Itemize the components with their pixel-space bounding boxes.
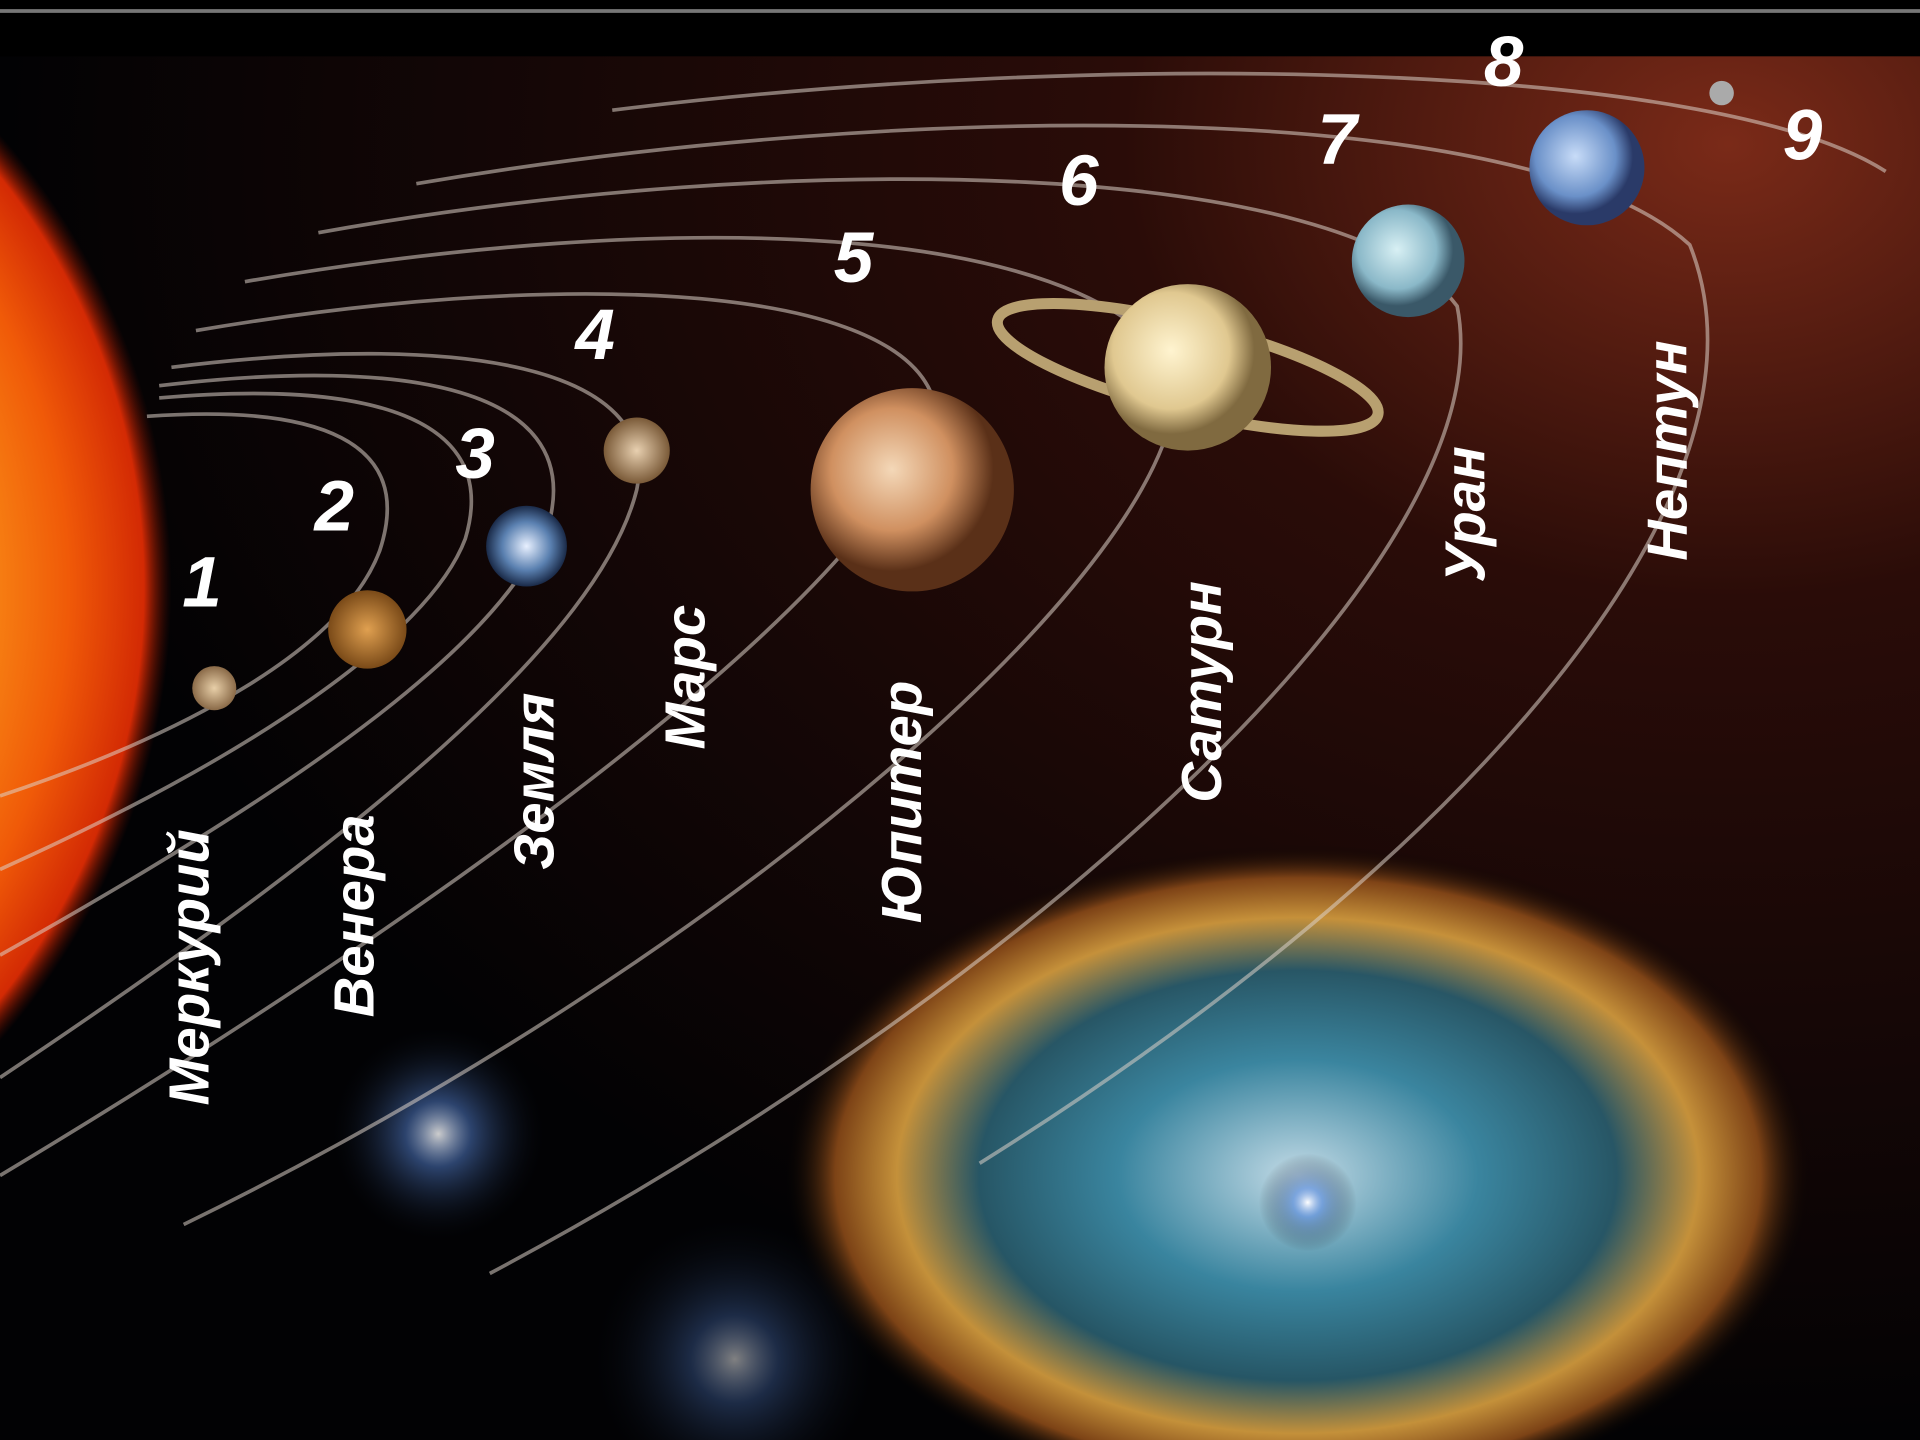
planet-number: 3 [455, 415, 495, 494]
mercury [192, 666, 236, 710]
uranus [1352, 204, 1465, 317]
earth [486, 506, 567, 587]
planet-name: Венера [323, 814, 386, 1017]
planet-number: 8 [1484, 23, 1524, 102]
planet-name: Юпитер [870, 681, 933, 924]
saturn [1104, 284, 1271, 451]
planet-number: 9 [1783, 97, 1823, 176]
planet-number: 7 [1317, 100, 1360, 179]
top-bar [0, 0, 1920, 56]
planet-number: 6 [1059, 142, 1099, 221]
planet-number: 1 [182, 544, 222, 623]
neptune [1529, 110, 1644, 225]
planet-name: Нептун [1635, 340, 1698, 560]
venus [328, 590, 406, 668]
star [328, 1024, 548, 1244]
jupiter [811, 388, 1014, 591]
planet-number: 4 [573, 296, 615, 375]
planet-name: Сатурн [1170, 581, 1233, 803]
mars [604, 418, 670, 484]
solar-system-image: 1 2 3 4 5 6 7 8 9 Меркурий Венера Земля … [0, 0, 1920, 1440]
pluto [1709, 81, 1733, 105]
planet-number: 2 [313, 468, 355, 547]
star [1259, 1153, 1357, 1251]
planet-name: Марс [653, 605, 716, 750]
planet-name: Уран [1433, 446, 1496, 582]
planet-name: Земля [503, 693, 566, 870]
page: 1 2 3 4 5 6 7 8 9 Меркурий Венера Земля … [0, 0, 1920, 1440]
planet-name: Меркурий [157, 829, 220, 1105]
planet-number: 5 [834, 219, 875, 298]
